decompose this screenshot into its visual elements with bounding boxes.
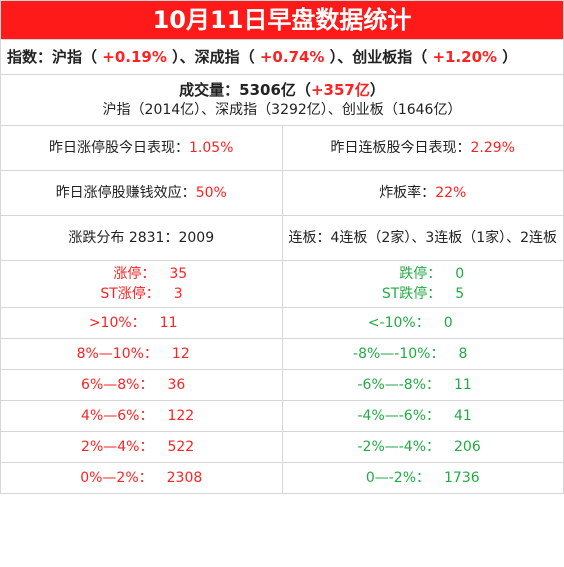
volume-cell: 成交量：5306亿（+357亿） 沪指（2014亿）、深成指（3292亿）、创业… — [0, 74, 564, 126]
volume-breakdown: 沪指（2014亿）、深成指（3292亿）、创业板（1646亿） — [102, 102, 462, 118]
range-down-label: 0—-2%： — [365, 470, 431, 486]
consecutive-cell: 连板：4连板（2家）、3连板（1家）、2连板（5家） — [281, 215, 564, 261]
limit-up-value: 35 — [169, 266, 188, 282]
range-up-label: >10%： — [88, 315, 146, 331]
index-value-sz: +0.74% — [259, 48, 325, 66]
range-down-cell: <-10%： 0 — [281, 307, 564, 339]
range-up-cell: 0%—2%： 2308 — [0, 462, 283, 494]
st-limit-down-label: ST跌停： — [381, 286, 442, 302]
consecutive-perf-value: 2.29% — [470, 140, 515, 156]
volume-value-sz: 3292亿 — [271, 102, 321, 118]
profit-effect-label: 昨日涨停股赚钱效应： — [55, 185, 196, 201]
distribution-label: 涨跌分布 — [68, 230, 125, 246]
index-value-cyb: +1.20% — [432, 48, 498, 66]
page-title: 10月11日早盘数据统计 — [0, 0, 564, 40]
range-down-label: -2%—-4%： — [357, 439, 441, 455]
range-down-cell: -8%—-10%： 8 — [281, 338, 564, 370]
range-up-value: 122 — [167, 408, 195, 424]
limit-up-perf-label: 昨日涨停股今日表现： — [49, 140, 189, 156]
range-up-cell: 8%—10%： 12 — [0, 338, 283, 370]
index-row: 指数：沪指（ +0.19% ）、深成指（ +0.74% ）、创业板指（ +1.2… — [0, 39, 564, 75]
range-up-label: 0%—2%： — [80, 470, 153, 486]
limit-down-cell: 跌停： 0 ST跌停： 5 — [281, 260, 564, 308]
range-down-label: -6%—-8%： — [357, 377, 441, 393]
range-down-label: -8%—-10%： — [353, 346, 445, 362]
range-up-value: 522 — [167, 439, 195, 455]
st-limit-up-label: ST涨停： — [100, 286, 160, 302]
range-up-value: 11 — [159, 315, 178, 331]
range-down-cell: 0—-2%： 1736 — [281, 462, 564, 494]
index-name-sh: 沪指 — [52, 48, 83, 66]
distribution-down: 2009 — [178, 230, 215, 246]
range-down-cell: -4%—-6%： 41 — [281, 400, 564, 432]
range-down-value: 0 — [443, 315, 453, 331]
volume-name-sh: 沪指 — [102, 102, 131, 118]
volume-name-cyb: 创业板 — [341, 102, 384, 118]
range-up-cell: >10%： 11 — [0, 307, 283, 339]
distribution-cell: 涨跌分布 2831：2009 — [0, 215, 283, 261]
range-down-cell: -6%—-8%： 11 — [281, 369, 564, 401]
limit-up-perf-cell: 昨日涨停股今日表现：1.05% — [0, 125, 283, 171]
st-limit-up-value: 3 — [173, 286, 183, 302]
consecutive-perf-label: 昨日连板股今日表现： — [330, 140, 471, 156]
st-limit-up-line: ST涨停： 3 — [100, 284, 183, 304]
limit-up-line: 涨停： 35 — [95, 264, 187, 284]
volume-summary: 成交量：5306亿（+357亿） — [179, 81, 385, 99]
range-up-value: 2308 — [166, 470, 203, 486]
volume-name-sz: 深成指 — [215, 102, 258, 118]
limit-up-cell: 涨停： 35 ST涨停： 3 — [0, 260, 283, 308]
st-limit-down-value: 5 — [455, 286, 465, 302]
limit-up-perf-value: 1.05% — [189, 140, 234, 156]
volume-change: +357亿 — [310, 81, 370, 99]
range-up-value: 36 — [167, 377, 186, 393]
volume-value-sh: 2014亿 — [144, 102, 195, 118]
range-up-label: 6%—8%： — [81, 377, 154, 393]
distribution-up: 2831 — [128, 230, 165, 246]
range-down-label: <-10%： — [367, 315, 430, 331]
limit-down-line: 跌停： 0 — [381, 264, 464, 284]
range-down-label: -4%—-6%： — [357, 408, 441, 424]
profit-effect-value: 50% — [195, 185, 227, 201]
volume-label: 成交量： — [179, 81, 240, 99]
range-down-value: 8 — [458, 346, 468, 362]
consecutive-text: 连板：4连板（2家）、3连板（1家）、2连板（5家） — [288, 230, 563, 246]
index-name-sz: 深成指 — [194, 48, 240, 66]
volume-value-cyb: 1646亿 — [397, 102, 448, 118]
profit-effect-cell: 昨日涨停股赚钱效应：50% — [0, 170, 283, 216]
range-up-label: 2%—4%： — [81, 439, 154, 455]
range-down-value: 206 — [454, 439, 481, 455]
range-up-label: 4%—6%： — [81, 408, 154, 424]
limit-down-value: 0 — [455, 266, 465, 282]
range-up-cell: 2%—4%： 522 — [0, 431, 283, 463]
range-down-cell: -2%—-4%： 206 — [281, 431, 564, 463]
volume-amount: 5306亿 — [239, 81, 296, 99]
range-down-value: 11 — [454, 377, 472, 393]
broken-rate-value: 22% — [435, 185, 467, 201]
broken-rate-cell: 炸板率：22% — [281, 170, 564, 216]
range-up-cell: 6%—8%： 36 — [0, 369, 283, 401]
range-up-value: 12 — [171, 346, 190, 362]
stats-table: 10月11日早盘数据统计 指数：沪指（ +0.19% ）、深成指（ +0.74%… — [0, 0, 564, 494]
index-value-sh: +0.19% — [102, 48, 167, 66]
range-down-value: 41 — [454, 408, 472, 424]
broken-rate-label: 炸板率： — [379, 185, 436, 201]
index-label: 指数： — [7, 48, 53, 66]
range-down-value: 1736 — [444, 470, 480, 486]
limit-up-label: 涨停： — [113, 266, 156, 282]
consecutive-perf-cell: 昨日连板股今日表现：2.29% — [281, 125, 564, 171]
range-up-cell: 4%—6%： 122 — [0, 400, 283, 432]
limit-down-label: 跌停： — [399, 266, 442, 282]
index-name-cyb: 创业板指 — [352, 48, 413, 66]
st-limit-down-line: ST跌停： 5 — [381, 284, 464, 304]
range-up-label: 8%—10%： — [76, 346, 158, 362]
